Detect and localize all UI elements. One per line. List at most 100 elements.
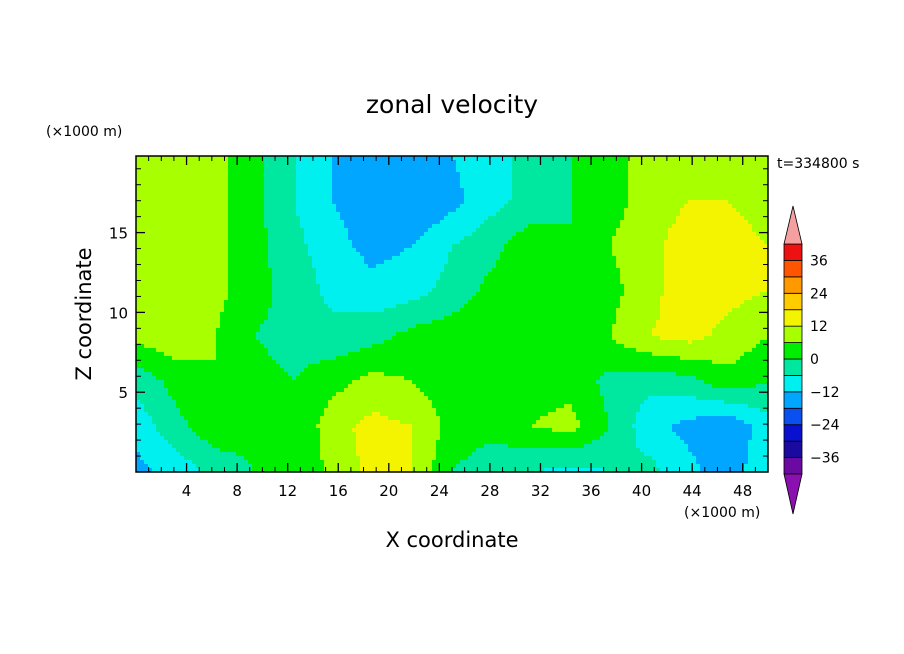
field-cell bbox=[376, 204, 381, 209]
field-cell bbox=[140, 192, 145, 197]
field-cell bbox=[404, 220, 409, 225]
field-cell bbox=[468, 172, 473, 177]
field-cell bbox=[624, 268, 629, 273]
field-cell bbox=[724, 244, 729, 249]
field-cell bbox=[268, 204, 273, 209]
field-cell bbox=[280, 260, 285, 265]
field-cell bbox=[376, 224, 381, 229]
field-cell bbox=[300, 160, 305, 165]
field-cell bbox=[492, 256, 497, 261]
field-cell bbox=[468, 208, 473, 213]
field-cell bbox=[688, 176, 693, 181]
field-cell bbox=[200, 172, 205, 177]
field-cell bbox=[268, 264, 273, 269]
field-cell bbox=[504, 272, 509, 277]
field-cell bbox=[204, 192, 209, 197]
field-cell bbox=[532, 200, 537, 205]
field-cell bbox=[208, 264, 213, 269]
field-cell bbox=[368, 256, 373, 261]
field-cell bbox=[580, 196, 585, 201]
field-cell bbox=[532, 176, 537, 181]
field-cell bbox=[476, 172, 481, 177]
field-cell bbox=[300, 272, 305, 277]
field-cell bbox=[196, 204, 201, 209]
field-cell bbox=[360, 276, 365, 281]
field-cell bbox=[552, 264, 557, 269]
field-cell bbox=[548, 168, 553, 173]
field-cell bbox=[548, 232, 553, 237]
field-cell bbox=[372, 272, 377, 277]
field-cell bbox=[180, 192, 185, 197]
field-cell bbox=[324, 244, 329, 249]
field-cell bbox=[552, 172, 557, 177]
field-cell bbox=[632, 236, 637, 241]
field-cell bbox=[540, 156, 545, 161]
field-cell bbox=[496, 236, 501, 241]
field-cell bbox=[140, 220, 145, 225]
field-cell bbox=[276, 272, 281, 277]
field-cell bbox=[164, 268, 169, 273]
field-cell bbox=[176, 192, 181, 197]
field-cell bbox=[148, 228, 153, 233]
field-cell bbox=[384, 224, 389, 229]
field-cell bbox=[184, 264, 189, 269]
field-cell bbox=[300, 172, 305, 177]
field-cell bbox=[668, 252, 673, 257]
field-cell bbox=[544, 216, 549, 221]
field-cell bbox=[340, 248, 345, 253]
field-cell bbox=[324, 228, 329, 233]
field-cell bbox=[628, 216, 633, 221]
field-cell bbox=[756, 256, 761, 261]
field-cell bbox=[656, 260, 661, 265]
field-cell bbox=[740, 164, 745, 169]
field-cell bbox=[608, 156, 613, 161]
field-cell bbox=[716, 176, 721, 181]
field-cell bbox=[764, 160, 769, 165]
field-cell bbox=[144, 160, 149, 165]
field-cell bbox=[576, 256, 581, 261]
field-cell bbox=[520, 208, 525, 213]
field-cell bbox=[560, 180, 565, 185]
field-cell bbox=[152, 268, 157, 273]
field-cell bbox=[544, 160, 549, 165]
field-cell bbox=[160, 232, 165, 237]
field-cell bbox=[512, 272, 517, 277]
field-cell bbox=[224, 248, 229, 253]
field-cell bbox=[364, 176, 369, 181]
field-cell bbox=[620, 212, 625, 217]
field-cell bbox=[692, 220, 697, 225]
field-cell bbox=[432, 268, 437, 273]
field-cell bbox=[156, 188, 161, 193]
field-cell bbox=[532, 212, 537, 217]
field-cell bbox=[312, 208, 317, 213]
field-cell bbox=[212, 268, 217, 273]
field-cell bbox=[140, 248, 145, 253]
field-cell bbox=[172, 256, 177, 261]
field-cell bbox=[660, 228, 665, 233]
field-cell bbox=[384, 156, 389, 161]
field-cell bbox=[480, 204, 485, 209]
field-cell bbox=[420, 236, 425, 241]
field-cell bbox=[708, 236, 713, 241]
field-cell bbox=[340, 216, 345, 221]
field-cell bbox=[276, 188, 281, 193]
field-cell bbox=[224, 240, 229, 245]
field-cell bbox=[172, 172, 177, 177]
field-cell bbox=[588, 264, 593, 269]
field-cell bbox=[628, 184, 633, 189]
field-cell bbox=[220, 228, 225, 233]
field-cell bbox=[756, 168, 761, 173]
field-cell bbox=[380, 188, 385, 193]
field-cell bbox=[168, 236, 173, 241]
field-cell bbox=[424, 160, 429, 165]
field-cell bbox=[500, 184, 505, 189]
field-cell bbox=[484, 252, 489, 257]
field-cell bbox=[240, 176, 245, 181]
field-cell bbox=[356, 244, 361, 249]
field-cell bbox=[748, 236, 753, 241]
field-cell bbox=[260, 224, 265, 229]
field-cell bbox=[592, 272, 597, 277]
field-cell bbox=[712, 268, 717, 273]
field-cell bbox=[580, 244, 585, 249]
field-cell bbox=[500, 264, 505, 269]
